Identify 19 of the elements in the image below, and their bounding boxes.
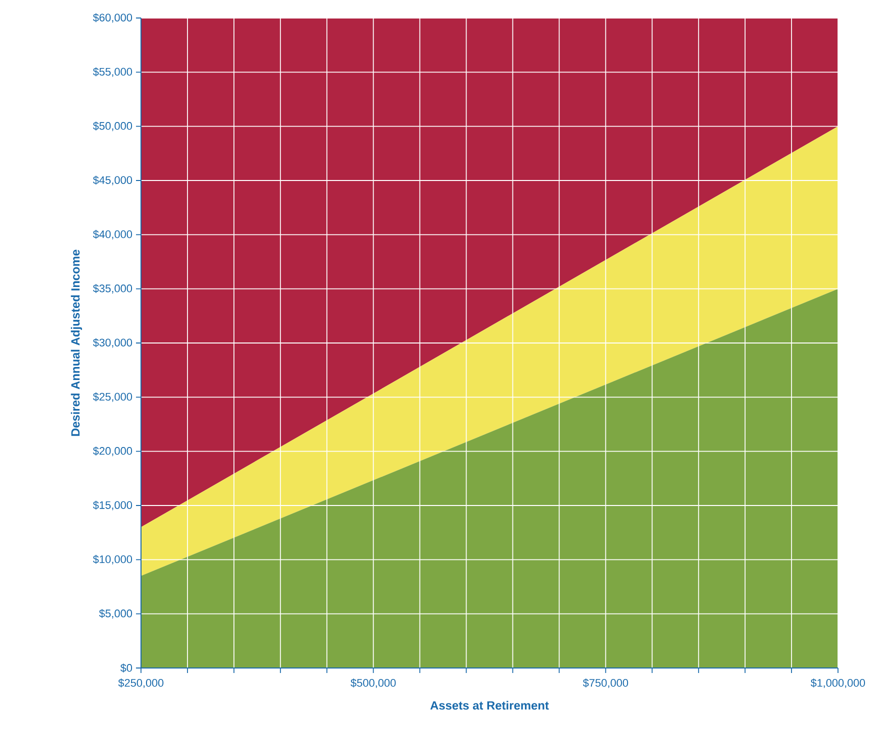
- x-tick-label: $500,000: [350, 678, 396, 688]
- y-tick-label: $0: [120, 664, 132, 672]
- y-tick-label: $5,000: [99, 609, 132, 619]
- y-axis-title: Desired Annual Adjusted Income: [70, 250, 82, 436]
- y-tick-label: $40,000: [92, 230, 132, 240]
- x-axis-title: Assets at Retirement: [430, 700, 549, 710]
- y-tick-label: $30,000: [92, 338, 132, 348]
- y-tick-label: $10,000: [92, 554, 132, 564]
- y-tick-label: $60,000: [92, 13, 132, 23]
- y-tick-label: $35,000: [92, 284, 132, 294]
- x-tick-label: $1,000,000: [810, 678, 865, 688]
- y-tick-label: $55,000: [92, 67, 132, 77]
- x-tick-label: $750,000: [582, 678, 628, 688]
- y-tick-label: $15,000: [92, 500, 132, 510]
- y-tick-label: $45,000: [92, 176, 132, 186]
- x-tick-label: $250,000: [118, 678, 164, 688]
- y-tick-label: $25,000: [92, 392, 132, 402]
- y-tick-label: $50,000: [92, 122, 132, 132]
- y-tick-label: $20,000: [92, 446, 132, 456]
